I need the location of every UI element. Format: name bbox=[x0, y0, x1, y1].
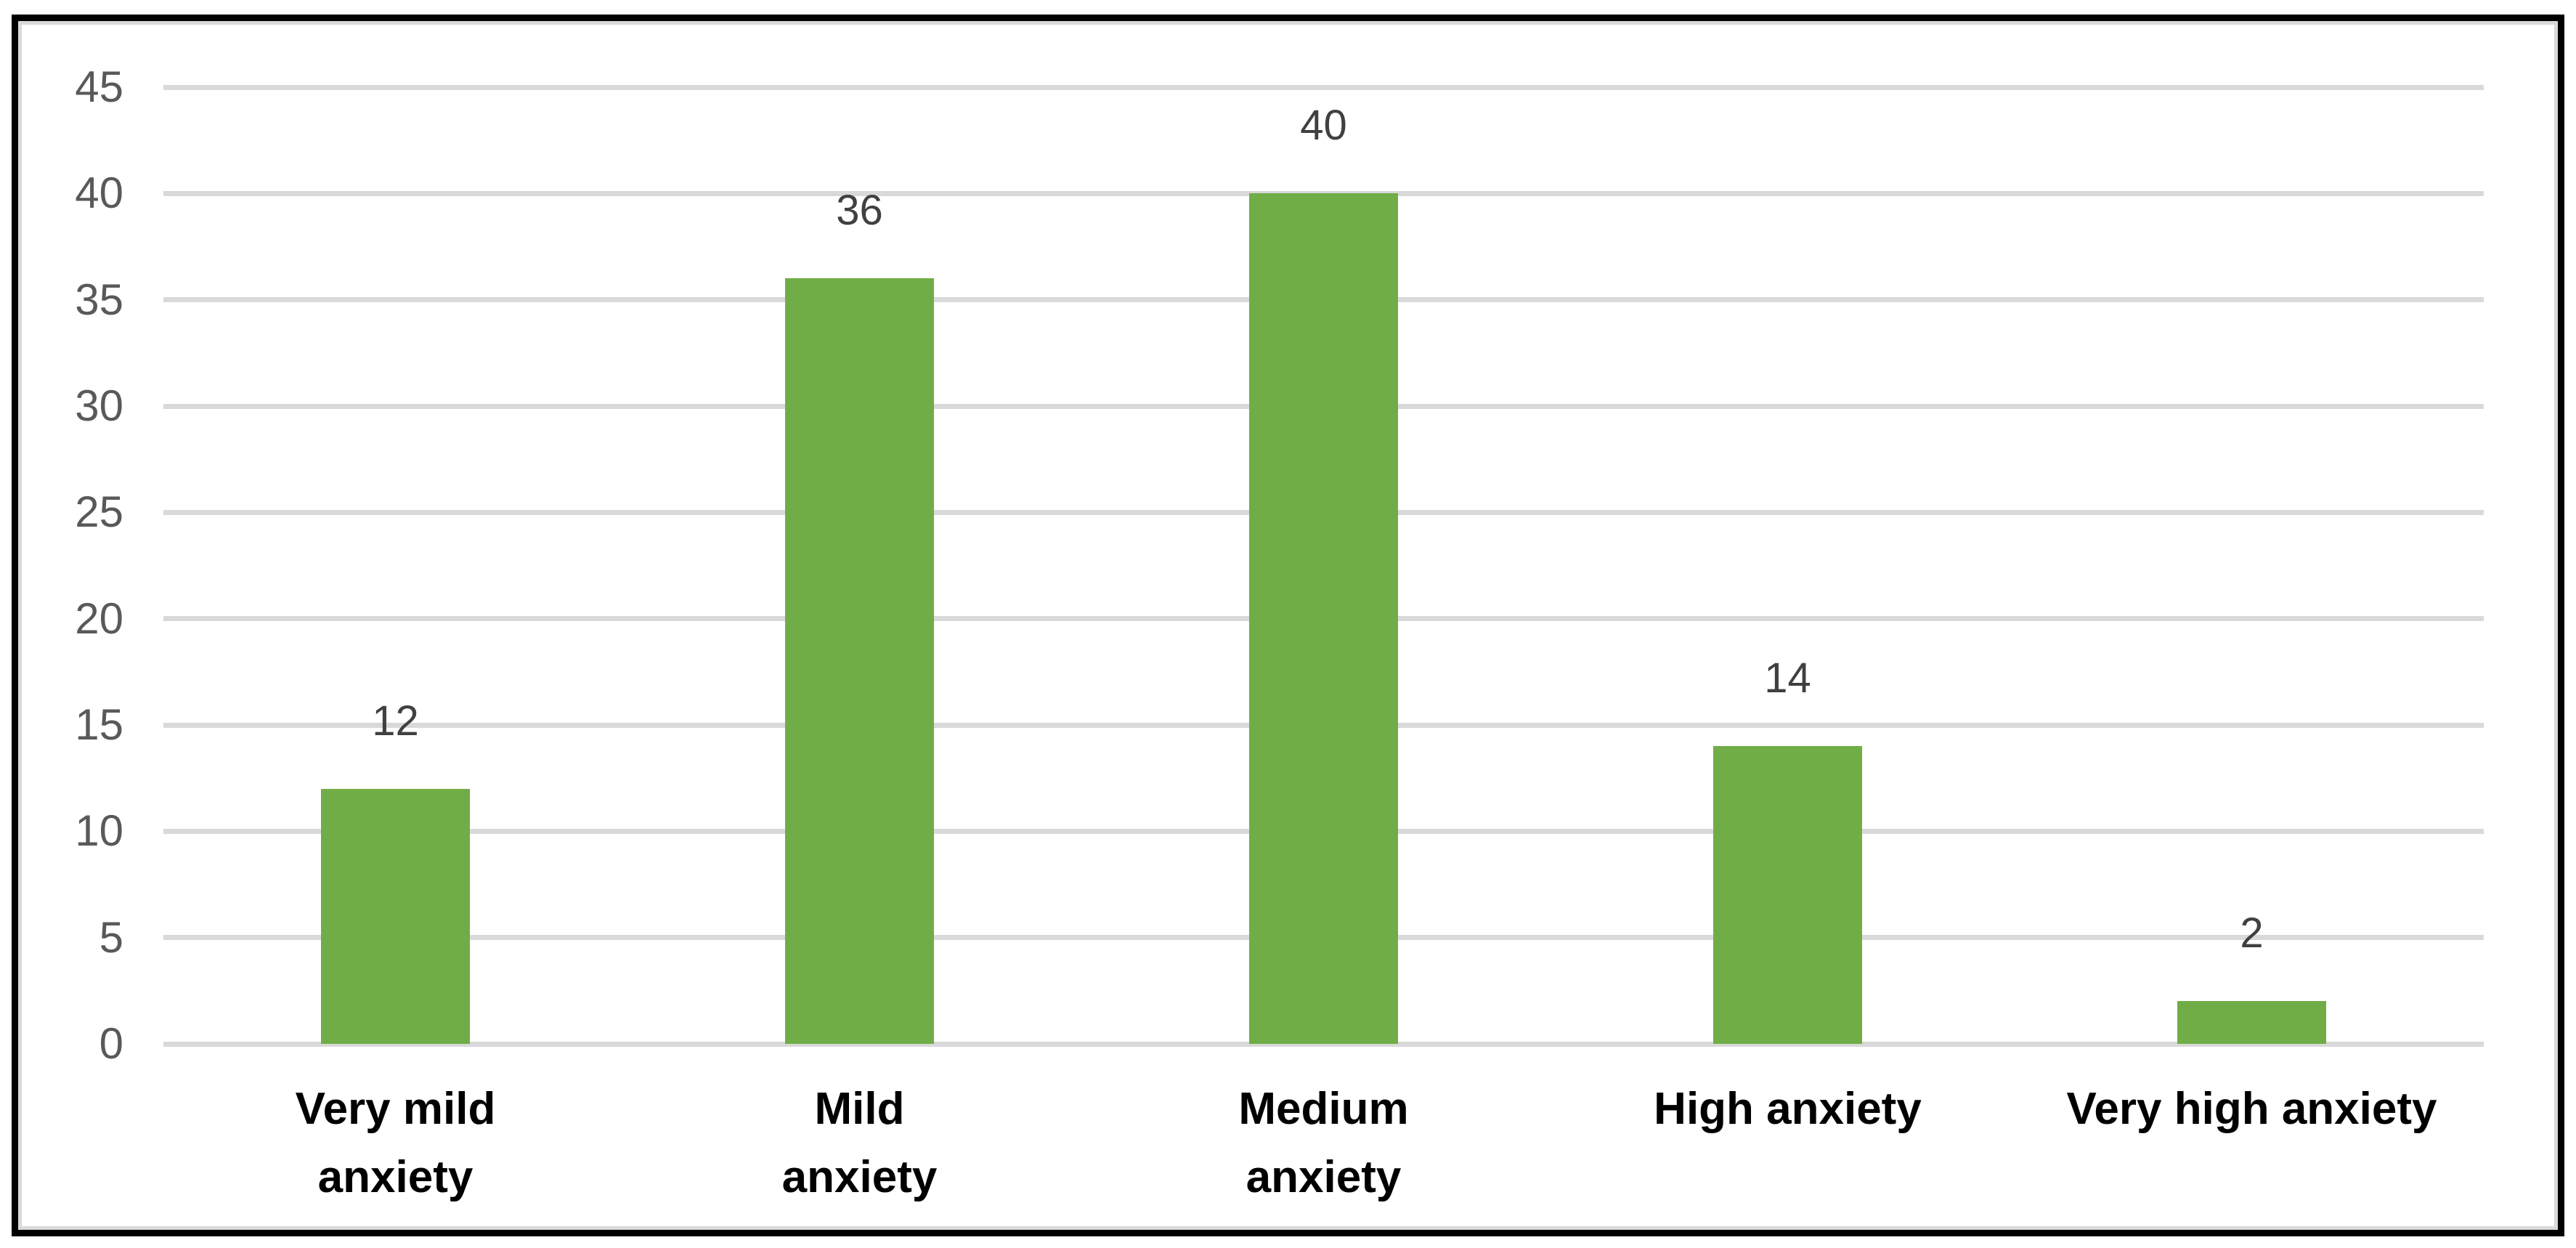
y-axis-tick-label: 40 bbox=[75, 169, 123, 218]
bar bbox=[785, 278, 934, 1044]
x-category-label-line: anxiety bbox=[1246, 1152, 1402, 1202]
bar-value-label: 2 bbox=[2240, 909, 2264, 957]
x-category-label-line: anxiety bbox=[781, 1152, 938, 1202]
x-category-label-line: High anxiety bbox=[1654, 1084, 1922, 1134]
bar-value-label: 12 bbox=[372, 697, 419, 745]
y-axis-tick-label: 20 bbox=[75, 593, 123, 643]
y-axis-tick-label: 35 bbox=[75, 275, 123, 324]
bar bbox=[321, 788, 470, 1044]
bar-value-label: 36 bbox=[836, 187, 883, 235]
y-axis-tick-label: 15 bbox=[75, 700, 123, 749]
y-axis-tick-label: 0 bbox=[99, 1019, 123, 1068]
y-axis-tick-label: 10 bbox=[75, 806, 123, 856]
plot-area: 12 36 40 14 2 bbox=[163, 84, 2484, 1047]
x-category-label-line: Medium bbox=[1238, 1084, 1409, 1134]
x-category-label: High anxiety bbox=[1556, 1075, 2020, 1143]
bar-value-label: 14 bbox=[1764, 655, 1811, 702]
x-category-label: Very mild anxiety bbox=[163, 1075, 627, 1212]
bar-value-label: 40 bbox=[1300, 102, 1347, 150]
x-category-label-line: anxiety bbox=[317, 1152, 474, 1202]
y-axis-tick-label: 45 bbox=[75, 62, 123, 111]
y-axis-tick-label: 5 bbox=[99, 912, 123, 962]
gridline bbox=[163, 84, 2484, 90]
y-axis-tick-label: 30 bbox=[75, 381, 123, 430]
x-category-label: Mild anxiety bbox=[627, 1075, 1092, 1212]
x-category-label-line: Very high anxiety bbox=[2066, 1084, 2437, 1134]
x-category-label: Medium anxiety bbox=[1092, 1075, 1556, 1212]
bar bbox=[1713, 746, 1862, 1044]
gridline bbox=[163, 1041, 2484, 1047]
x-category-label: Very high anxiety bbox=[2020, 1075, 2484, 1143]
chart-inner-border bbox=[18, 21, 2558, 1230]
y-axis-tick-label: 25 bbox=[75, 487, 123, 537]
x-category-label-line: Very mild bbox=[295, 1084, 496, 1134]
bar bbox=[2177, 1001, 2326, 1044]
chart-border bbox=[12, 15, 2564, 1236]
bar bbox=[1249, 193, 1398, 1044]
x-category-label-line: Mild bbox=[814, 1084, 905, 1134]
